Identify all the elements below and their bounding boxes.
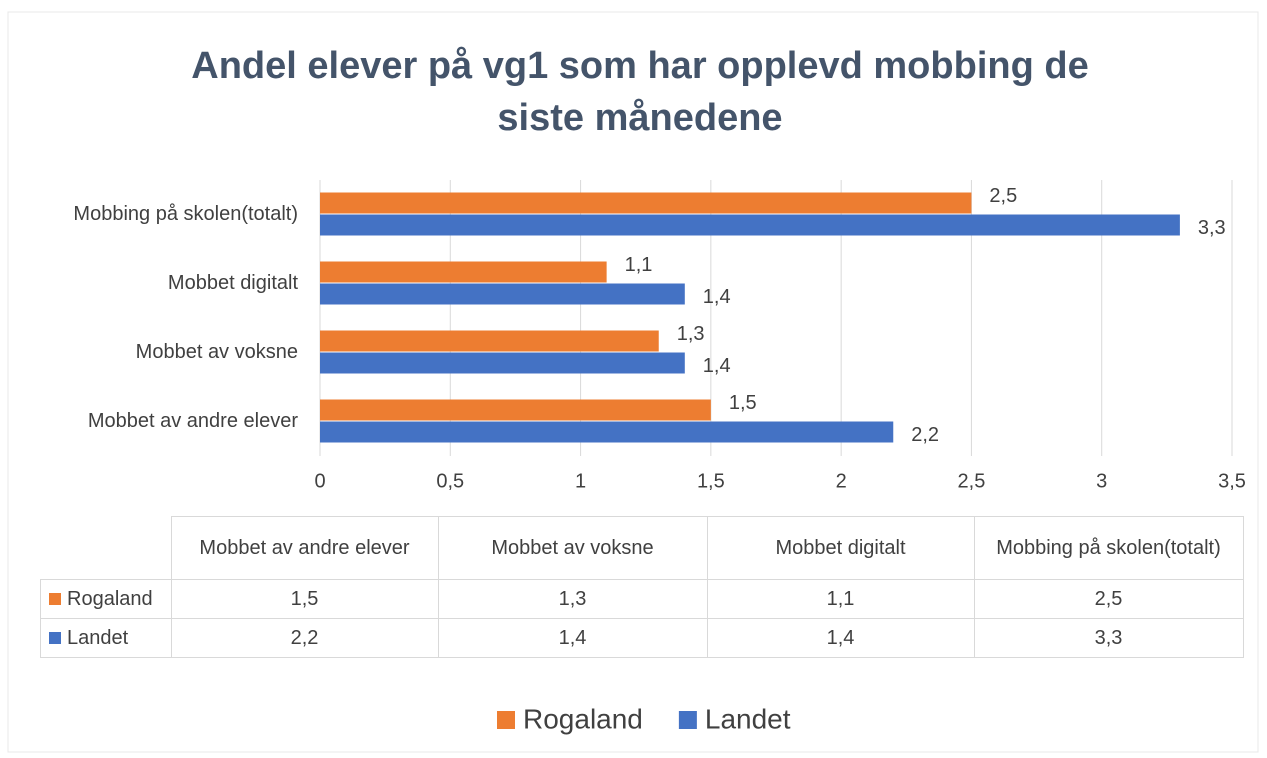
data-label: 2,5 xyxy=(989,185,1017,207)
x-tick-label: 3,5 xyxy=(1218,470,1246,492)
bar xyxy=(320,330,659,352)
y-tick-label: Mobbet av andre elever xyxy=(88,410,298,432)
data-label: 1,3 xyxy=(677,323,705,345)
data-label: 1,5 xyxy=(729,392,757,414)
bar xyxy=(320,261,607,283)
bar xyxy=(320,352,685,374)
bar xyxy=(320,421,894,443)
x-tick-label: 0 xyxy=(314,470,325,492)
chart-title: Andel elever på vg1 som har opplevd mobb… xyxy=(191,45,1089,139)
table-cell: 2,5 xyxy=(973,579,1244,619)
table-cell: 1,3 xyxy=(437,579,708,619)
x-tick-label: 0,5 xyxy=(436,470,464,492)
data-label: 2,2 xyxy=(911,424,939,446)
table-cell: 1,1 xyxy=(706,579,975,619)
table-header-row: Mobbet av andre elever Mobbet av voksne Mo… xyxy=(40,516,1244,580)
table-header-cell: Mobbet digitalt xyxy=(706,516,975,580)
table-cell: 3,3 xyxy=(973,618,1244,658)
data-label: 1,4 xyxy=(703,286,731,308)
data-table: Mobbet av andre elever Mobbet av voksne Mo… xyxy=(40,516,1244,658)
legend-key xyxy=(49,631,61,644)
y-tick-label: Mobbing på skolen(totalt) xyxy=(73,203,298,225)
bar xyxy=(320,192,972,214)
legend-label: Landet xyxy=(705,703,791,734)
legend-swatch xyxy=(678,711,697,729)
x-tick-label: 2,5 xyxy=(958,470,986,492)
series-name: Rogaland xyxy=(67,587,153,610)
table-cell: 1,4 xyxy=(706,618,975,658)
table-header-cell: Mobbet av voksne xyxy=(437,516,708,580)
chart-border xyxy=(7,11,1259,753)
y-tick-label: Mobbet av voksne xyxy=(136,341,298,363)
x-tick-label: 1 xyxy=(575,470,586,492)
data-label: 1,1 xyxy=(625,254,653,276)
table-cell: 2,2 xyxy=(170,618,439,658)
data-label: 3,3 xyxy=(1198,217,1226,239)
legend-swatch xyxy=(497,711,515,729)
x-tick-label: 1,5 xyxy=(697,470,725,492)
table-cell: 1,4 xyxy=(437,618,708,658)
table-header-cell: Mobbing på skolen(totalt) xyxy=(973,516,1244,580)
table-cell: 1,5 xyxy=(170,579,439,619)
table-header-cell: Mobbet av andre elever xyxy=(170,516,439,580)
table-row: Landet 2,2 1,4 1,4 3,3 xyxy=(40,618,1244,658)
table-row: Rogaland 1,5 1,3 1,1 2,5 xyxy=(40,579,1244,619)
table-row-label: Landet xyxy=(40,618,172,658)
series-name: Landet xyxy=(67,626,129,649)
legend-label: Rogaland xyxy=(523,703,643,734)
legend-key xyxy=(49,592,61,605)
x-tick-label: 3 xyxy=(1096,470,1107,492)
bar xyxy=(320,283,685,305)
table-row-label: Rogaland xyxy=(40,579,172,619)
table-corner xyxy=(40,516,171,580)
bar xyxy=(320,214,1180,236)
data-label: 1,4 xyxy=(703,355,731,377)
x-tick-label: 2 xyxy=(836,470,847,492)
bar xyxy=(320,399,711,421)
y-tick-label: Mobbet digitalt xyxy=(168,272,299,294)
